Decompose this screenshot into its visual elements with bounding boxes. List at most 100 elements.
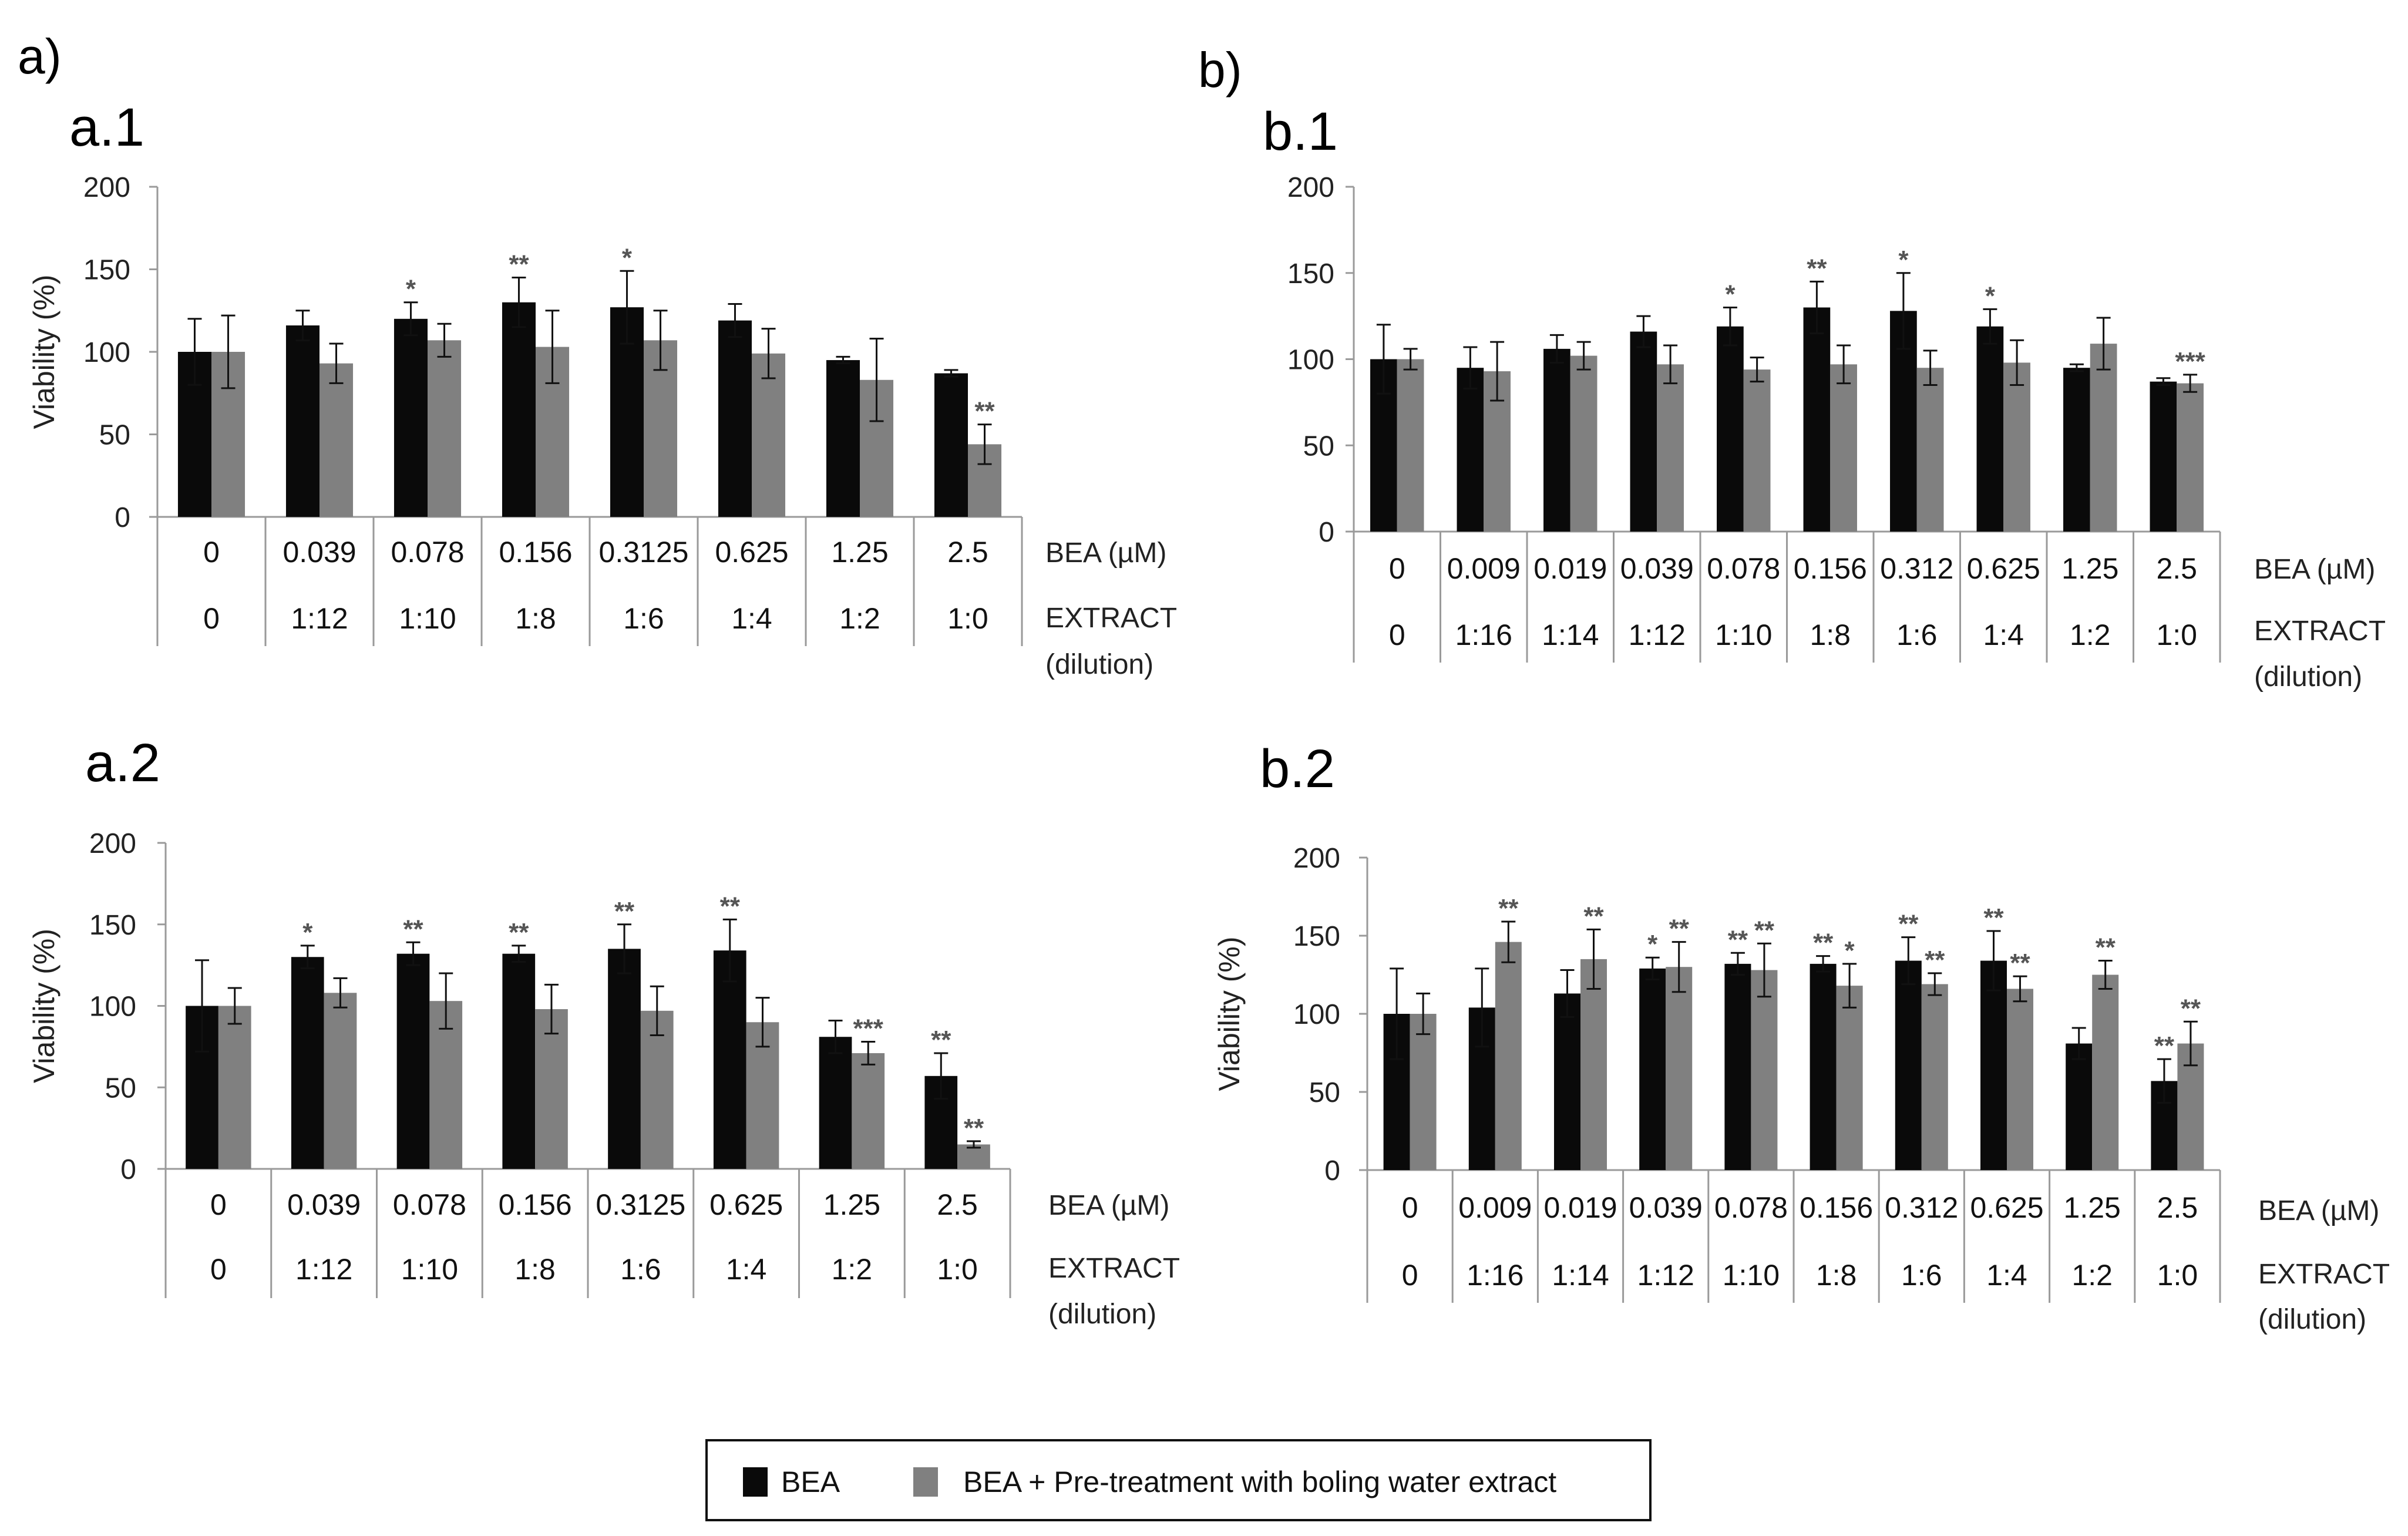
y-axis-label: Viability (%)	[28, 274, 60, 429]
significance-marker: **	[614, 897, 635, 926]
significance-marker: **	[1583, 902, 1604, 930]
category-label: 0.156	[1794, 552, 1867, 585]
extract-label: 1:6	[620, 1253, 661, 1286]
bar-pretreat	[324, 993, 357, 1169]
extract-label: 1:10	[1715, 619, 1772, 651]
panel-a-label: a)	[18, 29, 62, 84]
significance-marker: **	[1983, 903, 2004, 932]
significance-marker: **	[931, 1026, 951, 1054]
extract-label: 0	[1402, 1259, 1418, 1292]
bar-bea	[718, 320, 752, 517]
category-label: 0.039	[1620, 552, 1694, 585]
bar-bea	[713, 950, 746, 1169]
extract-label: 1:0	[947, 602, 988, 635]
extract-label: 1:0	[2157, 1259, 2198, 1292]
extract-label: 1:4	[731, 602, 772, 635]
category-label: 0.009	[1458, 1191, 1532, 1224]
y-tick-label: 0	[1319, 517, 1334, 548]
bar-bea	[1553, 993, 1580, 1170]
category-label: 0.156	[1800, 1191, 1873, 1224]
extract-label: 1:6	[623, 602, 664, 635]
significance-marker: **	[974, 397, 995, 426]
bar-bea	[1810, 963, 1837, 1170]
extract-label: 1:0	[937, 1253, 978, 1286]
significance-marker: **	[1807, 254, 1827, 283]
bar-pretreat	[1495, 942, 1522, 1170]
bar-bea	[394, 318, 428, 517]
extract-label: 0	[1389, 619, 1405, 651]
bar-bea	[1457, 368, 1484, 532]
bar-bea	[1639, 968, 1666, 1170]
extract-label: 1:0	[2156, 619, 2197, 651]
y-tick-label: 0	[1324, 1155, 1340, 1187]
category-label: 0.078	[1707, 552, 1780, 585]
significance-marker: *	[1898, 246, 1909, 274]
extract-label: 1:12	[291, 602, 348, 635]
bar-pretreat	[535, 1009, 568, 1169]
y-tick-label: 200	[89, 828, 136, 859]
significance-marker: *	[406, 275, 416, 304]
bar-bea	[1630, 331, 1657, 532]
bar-pretreat	[852, 1053, 885, 1169]
bar-pretreat	[218, 1006, 251, 1169]
y-tick-label: 0	[115, 502, 130, 533]
legend-swatch-bea	[743, 1467, 768, 1497]
bar-pretreat	[1751, 970, 1778, 1170]
y-tick-label: 150	[1287, 258, 1334, 290]
bar-pretreat	[1580, 959, 1607, 1170]
category-label: 2.5	[2156, 552, 2197, 585]
y-tick-label: 50	[1303, 431, 1334, 462]
y-axis-label: Viability (%)	[1213, 936, 1246, 1091]
row-label-dilution: (dilution)	[1045, 649, 1153, 680]
extract-label: 1:8	[1816, 1259, 1857, 1292]
bar-pretreat	[1666, 967, 1693, 1170]
extract-label: 1:4	[1986, 1259, 2027, 1292]
category-label: 1.25	[2064, 1191, 2121, 1224]
extract-label: 1:16	[1467, 1259, 1524, 1292]
row-label-dilution: (dilution)	[1048, 1299, 1156, 1330]
category-label: 0.3125	[596, 1188, 685, 1221]
bar-bea	[1803, 307, 1831, 532]
extract-label: 1:12	[295, 1253, 352, 1286]
row-label-dilution: (dilution)	[2258, 1304, 2366, 1335]
bar-pretreat	[640, 1010, 674, 1169]
y-tick-label: 100	[1287, 345, 1334, 376]
chart-title: b.1	[1263, 102, 1338, 162]
y-tick-label: 50	[1309, 1077, 1340, 1108]
significance-marker: *	[1725, 280, 1736, 308]
chart-title: a.2	[85, 733, 160, 793]
significance-marker: **	[2096, 933, 2116, 962]
category-label: 0.039	[1629, 1191, 1703, 1224]
row-label-bea: BEA (µM)	[1048, 1190, 1169, 1221]
extract-label: 1:6	[1896, 619, 1938, 651]
y-tick-label: 100	[1293, 999, 1340, 1030]
significance-marker: **	[1813, 929, 1834, 957]
bar-pretreat	[1397, 359, 1424, 532]
extract-label: 1:8	[515, 602, 556, 635]
bar-bea	[2150, 381, 2177, 532]
significance-marker: **	[2010, 949, 2030, 977]
significance-marker: **	[964, 1114, 984, 1142]
bar-pretreat	[1916, 368, 1944, 532]
panel-b-label: b)	[1198, 42, 1242, 98]
bar-pretreat	[1921, 984, 1948, 1170]
extract-label: 1:4	[726, 1253, 767, 1286]
legend-swatch-pretreat	[913, 1467, 938, 1497]
significance-marker: **	[1669, 915, 1690, 943]
significance-marker: *	[1647, 930, 1658, 959]
bar-bea	[2063, 368, 2090, 532]
category-label: 1.25	[2061, 552, 2118, 585]
significance-marker: ***	[853, 1014, 884, 1043]
bar-pretreat	[1570, 355, 1598, 532]
category-label: 0.156	[499, 536, 572, 569]
extract-label: 1:2	[2070, 619, 2111, 651]
bar-bea	[396, 953, 430, 1169]
bar-pretreat	[1830, 364, 1857, 532]
bar-pretreat	[1410, 1014, 1437, 1170]
significance-marker: *	[1845, 936, 1855, 965]
bar-bea	[1724, 963, 1751, 1170]
extract-label: 1:14	[1552, 1259, 1609, 1292]
